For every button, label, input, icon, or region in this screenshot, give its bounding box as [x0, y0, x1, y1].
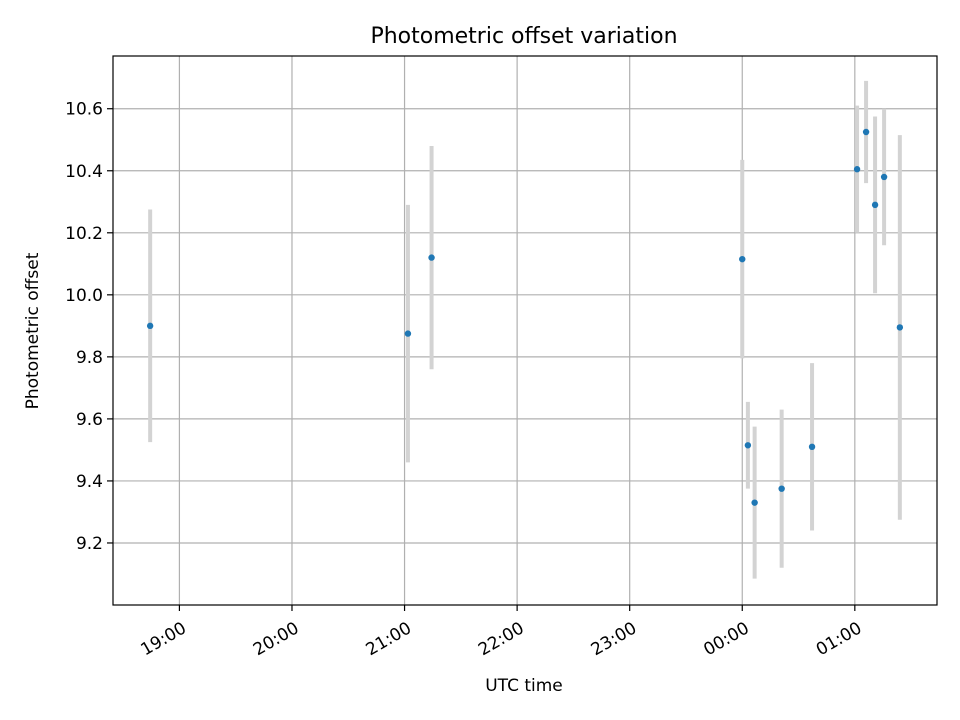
- x-tick-label: 01:00: [813, 618, 865, 660]
- data-point: [739, 255, 746, 263]
- error-bars: [148, 80, 902, 579]
- data-point: [853, 166, 861, 173]
- data-point: [744, 442, 752, 449]
- x-axis-label: UTC time: [485, 676, 563, 696]
- chart-title: Photometric offset variation: [370, 24, 677, 49]
- plot-frame: [112, 55, 938, 606]
- x-tick-label: 21:00: [363, 618, 415, 660]
- y-tick-label: 10.6: [65, 100, 103, 120]
- y-tick-label: 9.4: [76, 472, 103, 492]
- data-point: [751, 499, 758, 506]
- y-axis-label: Photometric offset: [23, 252, 43, 409]
- x-tick-label: 20:00: [250, 618, 302, 660]
- x-tick-label: 23:00: [588, 618, 640, 660]
- data-points: [146, 128, 904, 506]
- data-point: [778, 485, 785, 492]
- data-point: [808, 443, 816, 451]
- y-tick-label: 10.2: [65, 224, 103, 244]
- data-point: [428, 254, 435, 261]
- y-tick-label: 9.6: [76, 410, 103, 430]
- x-axis-ticks: 19:00 20:00 21:00 22:00 23:00 00:00 01:00: [137, 605, 865, 660]
- data-point: [404, 330, 412, 337]
- y-axis-ticks: 9.2 9.4 9.6 9.8 10.0 10.2 10.4 10.6: [65, 100, 113, 554]
- data-point: [880, 173, 888, 181]
- x-tick-label: 22:00: [475, 618, 527, 660]
- data-point: [871, 201, 879, 209]
- data-point: [862, 128, 870, 136]
- x-tick-label: 00:00: [700, 618, 752, 660]
- data-point: [896, 324, 904, 331]
- y-tick-label: 9.8: [76, 348, 103, 368]
- y-tick-label: 9.2: [76, 534, 103, 554]
- y-tick-label: 10.0: [65, 286, 103, 306]
- data-point: [146, 322, 154, 330]
- y-tick-label: 10.4: [65, 162, 103, 182]
- x-tick-label: 19:00: [137, 618, 189, 660]
